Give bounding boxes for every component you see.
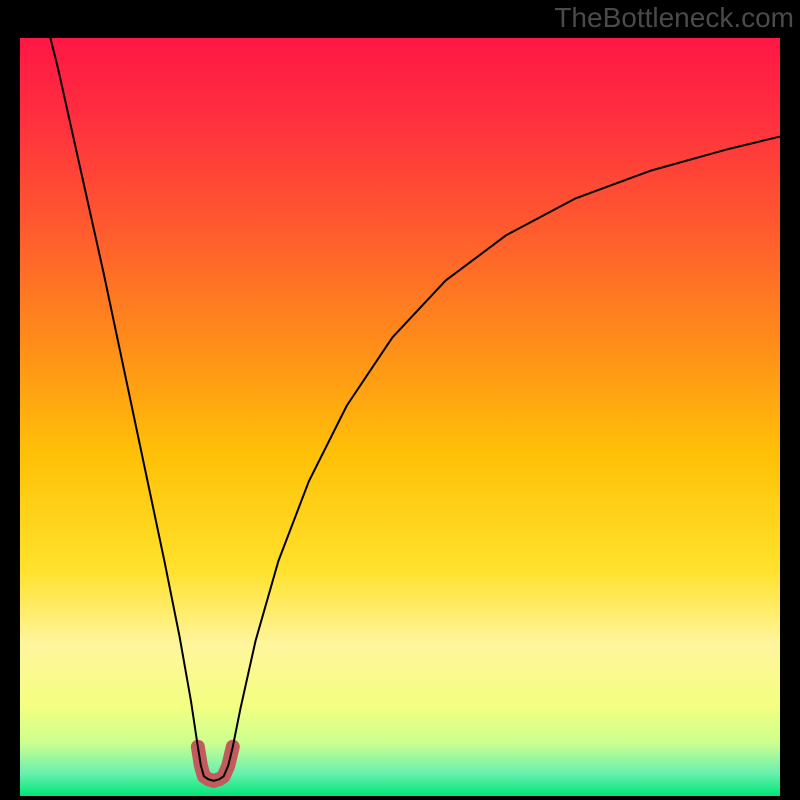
- chart-container: TheBottleneck.com: [0, 0, 800, 800]
- bottleneck-chart: [0, 0, 800, 800]
- watermark-text: TheBottleneck.com: [554, 2, 794, 34]
